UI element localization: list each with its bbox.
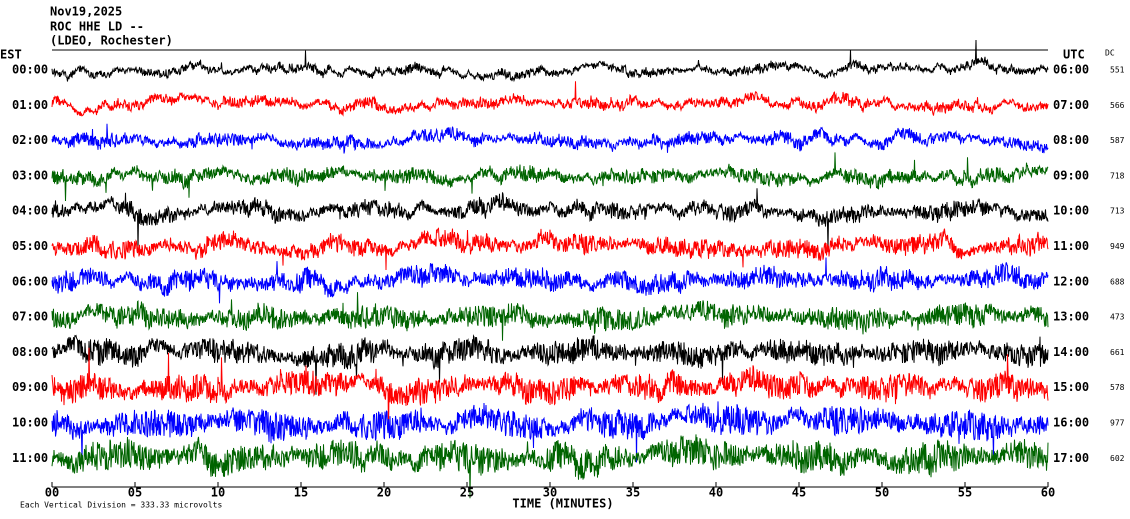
x-tick-label: 35: [626, 486, 640, 500]
x-axis-label: TIME (MINUTES): [512, 497, 613, 511]
x-tick-label: 05: [128, 486, 142, 500]
header-line: ROC HHE LD --: [50, 20, 144, 34]
dc-value: 473: [1110, 313, 1125, 322]
trace: [51, 123, 1049, 154]
x-tick-label: 25: [460, 486, 474, 500]
dc-value: 977: [1110, 419, 1125, 428]
utc-label: 13:00: [1053, 310, 1089, 324]
utc-label: 16:00: [1053, 416, 1089, 430]
utc-label: 06:00: [1053, 63, 1089, 77]
x-tick-label: 50: [875, 486, 889, 500]
trace: [51, 292, 1049, 341]
dc-value: 551: [1110, 66, 1125, 75]
trace: [51, 227, 1049, 271]
est-label: 03:00: [12, 168, 48, 182]
dc-value: 587: [1110, 136, 1125, 145]
utc-label: 14:00: [1053, 345, 1089, 359]
est-label: 02:00: [12, 133, 48, 147]
utc-label: 11:00: [1053, 239, 1089, 253]
trace: [51, 152, 1049, 202]
x-tick-label: 15: [294, 486, 308, 500]
utc-label: 08:00: [1053, 133, 1089, 147]
est-label: 01:00: [12, 98, 48, 112]
utc-label: 17:00: [1053, 451, 1089, 465]
dc-value: 578: [1110, 383, 1125, 392]
est-label: 08:00: [12, 345, 48, 359]
est-label: 00:00: [12, 63, 48, 77]
utc-label: 12:00: [1053, 274, 1089, 288]
trace: [51, 257, 1049, 304]
right-zone: UTC: [1063, 48, 1085, 62]
dc-label: DC: [1105, 49, 1115, 58]
est-label: 06:00: [12, 274, 48, 288]
header-line: Nov19,2025: [50, 5, 122, 19]
x-tick-label: 30: [543, 486, 557, 500]
utc-label: 15:00: [1053, 380, 1089, 394]
footer: Each Vertical Division = 333.33 microvol…: [20, 501, 222, 510]
est-label: 07:00: [12, 310, 48, 324]
trace: [51, 401, 1049, 463]
x-tick-label: 55: [958, 486, 972, 500]
x-tick-label: 60: [1041, 486, 1055, 500]
x-tick-label: 45: [792, 486, 806, 500]
trace: [51, 434, 1049, 499]
x-tick-label: 10: [211, 486, 225, 500]
dc-value: 602: [1110, 454, 1125, 463]
utc-label: 10:00: [1053, 204, 1089, 218]
trace: [51, 347, 1049, 431]
x-tick-label: 20: [377, 486, 391, 500]
est-label: 05:00: [12, 239, 48, 253]
trace: [51, 188, 1049, 251]
dc-value: 566: [1110, 101, 1125, 110]
trace: [51, 39, 1049, 83]
dc-value: 949: [1110, 242, 1125, 251]
x-tick-label: 40: [709, 486, 723, 500]
dc-value: 688: [1110, 277, 1125, 286]
traces: [51, 39, 1049, 499]
utc-label: 09:00: [1053, 168, 1089, 182]
trace: [51, 334, 1049, 395]
est-label: 09:00: [12, 380, 48, 394]
header-line: (LDEO, Rochester): [50, 34, 173, 48]
x-tick-label: 00: [45, 486, 59, 500]
est-label: 04:00: [12, 204, 48, 218]
est-label: 10:00: [12, 416, 48, 430]
dc-value: 713: [1110, 207, 1125, 216]
dc-value: 661: [1110, 348, 1125, 357]
left-zone: EST: [0, 48, 22, 62]
dc-value: 718: [1110, 171, 1125, 180]
utc-label: 07:00: [1053, 98, 1089, 112]
trace: [51, 81, 1049, 117]
est-label: 11:00: [12, 451, 48, 465]
